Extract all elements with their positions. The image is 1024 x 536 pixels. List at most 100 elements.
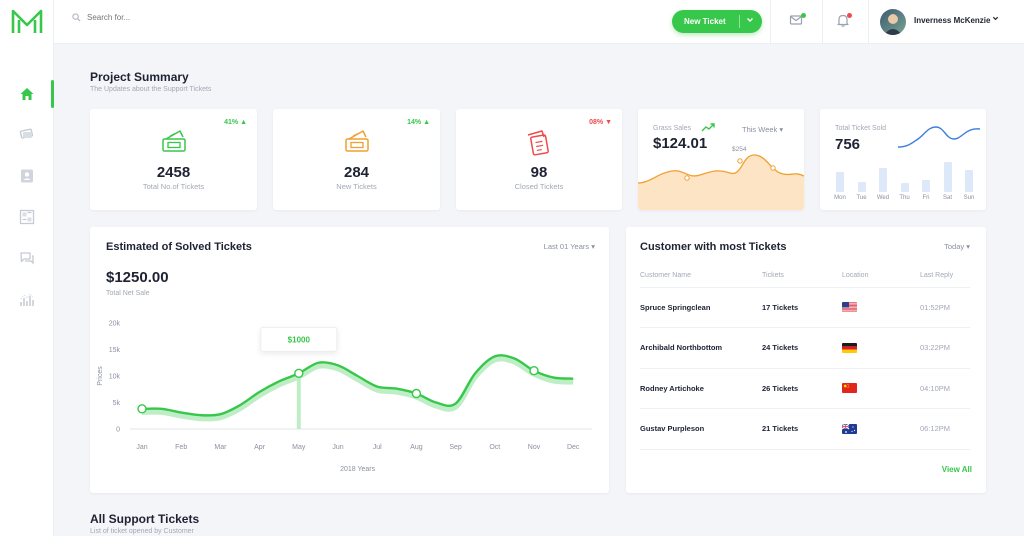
total-sold-value: 756 xyxy=(835,136,861,153)
col-tickets: Tickets xyxy=(762,265,842,288)
ticket-icon xyxy=(19,128,34,139)
button-divider xyxy=(739,15,740,28)
solved-amount-label: Total Net Sale xyxy=(106,290,150,297)
sidebar xyxy=(0,0,54,536)
day-label: Sat xyxy=(942,195,952,201)
y-tick-label: 15k xyxy=(109,347,121,354)
china-flag-icon xyxy=(842,383,857,394)
customer-name: Rodney Artichoke xyxy=(640,368,762,409)
day-label: Wed xyxy=(876,195,890,201)
stat-card-new[interactable]: 14% ▲ 284 New Tickets xyxy=(273,109,440,210)
customers-table: Customer Name Tickets Location Last Repl… xyxy=(640,265,970,450)
stat-change-new: 14% ▲ xyxy=(407,119,430,126)
search-input[interactable] xyxy=(87,13,227,22)
series-line-shadow xyxy=(141,355,574,422)
col-customer-name: Customer Name xyxy=(640,265,762,288)
x-tick-label: May xyxy=(292,444,306,451)
gross-sales-label: Grass Sales xyxy=(653,125,692,132)
day-bar xyxy=(965,170,973,192)
y-tick-label: 0 xyxy=(116,427,120,434)
stat-card-total[interactable]: 41% ▲ 2458 Total No.of Tickets xyxy=(90,109,257,210)
sidebar-item-contacts[interactable] xyxy=(17,166,37,186)
customer-tickets: 21 Tickets xyxy=(762,408,842,450)
total-sold-card[interactable]: Total Ticket Sold 756 Mon Tue Wed Thu Fri Sat… xyxy=(820,109,986,210)
y-axis-label: Prices xyxy=(97,366,104,386)
bell-notification-dot xyxy=(847,13,852,18)
last-reply-time: 04:10PM xyxy=(920,368,970,409)
stat-card-closed[interactable]: 08% ▼ 98 Closed Tickets xyxy=(456,109,622,210)
day-bar xyxy=(836,172,844,192)
australia-flag-icon xyxy=(842,423,857,434)
customers-title: Customer with most Tickets xyxy=(640,241,787,253)
y-tick-label: 10k xyxy=(109,374,121,381)
last-reply-time: 06:12PM xyxy=(920,408,970,450)
x-tick-label: Nov xyxy=(528,444,541,451)
all-tickets-title: All Support Tickets xyxy=(90,512,200,526)
gross-sales-value: $124.01 xyxy=(653,135,708,152)
new-ticket-button[interactable]: New Ticket xyxy=(672,10,762,33)
trend-up-icon xyxy=(701,123,715,132)
sidebar-item-chat[interactable] xyxy=(17,248,37,268)
solved-line-chart[interactable]: 0 5k 10k 15k 20k Prices Jan Feb Mar Apr May Jun Jul A… xyxy=(90,307,609,487)
total-sold-wave xyxy=(898,126,980,148)
customer-tickets: 17 Tickets xyxy=(762,287,842,328)
sidebar-item-analytics[interactable] xyxy=(17,290,37,310)
table-row[interactable]: Rodney Artichoke 26 Tickets 04:10PM xyxy=(640,368,970,409)
header-divider xyxy=(770,0,771,44)
customers-period-dropdown[interactable]: Today ▾ xyxy=(944,242,970,251)
x-axis-label: 2018 Years xyxy=(340,466,376,473)
data-point xyxy=(411,388,422,399)
header-divider xyxy=(868,0,869,44)
user-menu-chevron-icon[interactable] xyxy=(992,15,999,22)
x-tick-label: Oct xyxy=(489,444,500,451)
x-tick-label: Sep xyxy=(449,444,462,451)
table-row[interactable]: Archibald Northbottom 24 Tickets 03:22PM xyxy=(640,327,970,369)
all-tickets-subtitle: List of ticket opened by Customer xyxy=(90,528,194,535)
x-tick-label: Feb xyxy=(175,444,187,451)
gross-sales-peak-label: $254 xyxy=(732,146,747,153)
sidebar-item-reports[interactable] xyxy=(17,207,37,227)
col-last-reply: Last Reply xyxy=(920,265,970,288)
location-cell xyxy=(842,327,920,369)
x-tick-label: Jul xyxy=(373,444,382,451)
sidebar-item-tickets[interactable] xyxy=(17,124,37,144)
logo-icon[interactable] xyxy=(10,8,44,36)
gross-sales-period-dropdown[interactable]: This Week ▾ xyxy=(742,125,784,134)
day-bar xyxy=(943,162,952,192)
x-tick-label: Apr xyxy=(254,444,266,451)
customer-name: Archibald Northbottom xyxy=(640,327,762,369)
nav-active-indicator xyxy=(51,80,54,108)
y-tick-label: 5k xyxy=(113,400,121,407)
contact-icon xyxy=(21,169,33,183)
stat-label-closed: Closed Tickets xyxy=(514,182,564,191)
table-row[interactable]: Spruce Springclean 17 Tickets 01:52PM xyxy=(640,287,970,328)
project-summary-title: Project Summary xyxy=(90,70,189,84)
user-name[interactable]: Inverness McKenzie xyxy=(914,16,991,25)
grid-report-icon xyxy=(19,209,35,225)
messages-button[interactable] xyxy=(789,13,807,31)
mail-icon xyxy=(789,15,803,25)
chevron-down-icon[interactable] xyxy=(746,16,754,24)
sidebar-item-home[interactable] xyxy=(17,84,37,104)
top-header: New Ticket Inverness McKenzie xyxy=(54,0,1024,44)
solved-amount: $1250.00 xyxy=(106,269,169,286)
gross-sales-card[interactable]: Grass Sales This Week ▾ $124.01 $254 xyxy=(638,109,804,210)
customer-name: Spruce Springclean xyxy=(640,287,762,328)
tooltip-box xyxy=(260,326,338,352)
customer-name: Gustav Purpleson xyxy=(640,408,762,450)
data-point xyxy=(294,368,304,379)
notifications-button[interactable] xyxy=(836,13,854,31)
day-bar xyxy=(857,182,866,192)
location-cell xyxy=(842,287,920,328)
customer-tickets: 26 Tickets xyxy=(762,368,842,409)
day-bar xyxy=(922,180,930,192)
solved-period-dropdown[interactable]: Last 01 Years ▾ xyxy=(543,242,595,251)
stat-value-total: 2458 xyxy=(156,164,191,181)
series-line xyxy=(141,354,574,417)
avatar[interactable] xyxy=(880,9,906,35)
view-all-link[interactable]: View All xyxy=(941,465,972,474)
table-header-row: Customer Name Tickets Location Last Repl… xyxy=(640,265,970,288)
search-box[interactable] xyxy=(72,13,227,22)
table-row[interactable]: Gustav Purpleson 21 Tickets 06:12PM xyxy=(640,408,970,450)
stat-change-closed: 08% ▼ xyxy=(589,119,612,126)
